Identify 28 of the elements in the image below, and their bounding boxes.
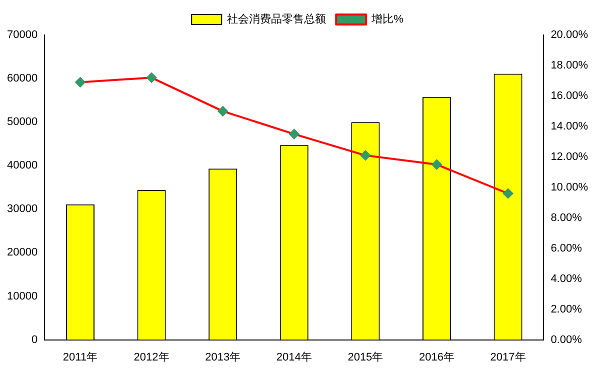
y2-tick-label: 4.00% — [550, 272, 582, 285]
y-tick-label: 30000 — [6, 203, 38, 216]
y2-tick-label: 0.00% — [550, 334, 582, 346]
y2-tick-label: 8.00% — [550, 212, 582, 224]
x-tick-label: 2014年 — [276, 351, 312, 364]
y-tick-label: 60000 — [6, 72, 38, 85]
x-tick-label: 2013年 — [205, 351, 241, 364]
x-tick-label: 2015年 — [348, 351, 384, 364]
legend-label: 社会消费品零售总额 — [227, 12, 326, 26]
y2-tick-label: 18.00% — [550, 60, 588, 72]
y-tick-label: 10000 — [6, 290, 38, 302]
y-tick-label: 0 — [31, 334, 38, 346]
x-tick-label: 2016年 — [419, 351, 454, 364]
y2-tick-label: 20.00% — [550, 29, 588, 42]
y-tick-label: 20000 — [6, 246, 38, 259]
legend-label: 增比% — [370, 12, 404, 26]
y2-tick-label: 12.00% — [550, 150, 588, 163]
y2-tick-label: 6.00% — [550, 242, 582, 254]
x-tick-label: 2011年 — [62, 351, 98, 364]
x-tick-label: 2017年 — [490, 351, 526, 364]
y-tick-label: 70000 — [6, 29, 38, 42]
y-tick-label: 40000 — [6, 160, 38, 172]
y2-tick-label: 16.00% — [550, 90, 588, 102]
y2-tick-label: 2.00% — [550, 303, 582, 316]
x-tick-label: 2012年 — [134, 351, 170, 364]
y2-tick-label: 10.00% — [550, 181, 588, 194]
y-tick-label: 50000 — [6, 116, 38, 128]
y2-tick-label: 14.00% — [550, 120, 588, 132]
